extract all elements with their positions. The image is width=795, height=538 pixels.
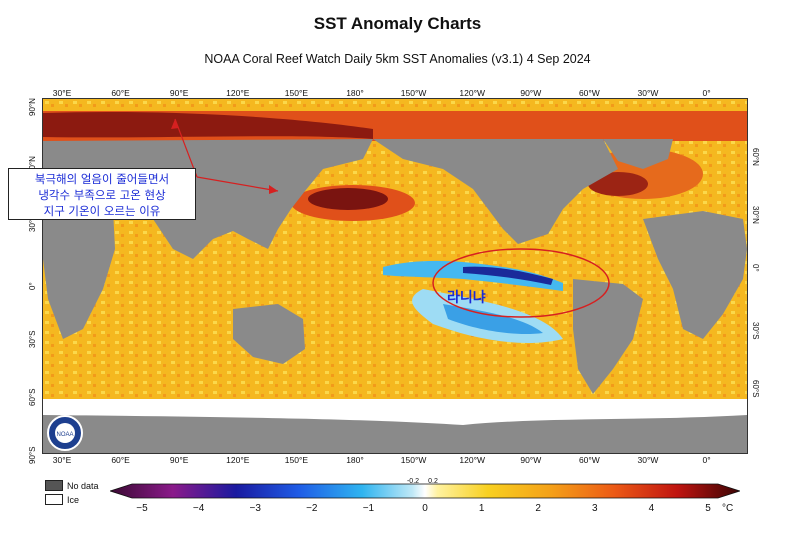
south-pacific-cold-patch [443, 304, 543, 335]
greenland-land [603, 139, 673, 169]
arctic-hot-region [43, 111, 373, 139]
longitude-label: 150°E [284, 455, 309, 465]
callout-arrow-arctic [174, 118, 198, 178]
callout-arrowhead-arctic [171, 119, 179, 129]
longitude-label: 120°W [459, 88, 485, 98]
longitude-label: 90°W [520, 88, 542, 98]
latitude-label-left: 90°N [28, 98, 37, 116]
latitude-label-right: 30°N [751, 206, 760, 224]
colorbar-tick-label: 3 [592, 503, 598, 514]
ice-swatch [45, 494, 63, 505]
colorbar-tick-label: 1 [478, 503, 485, 514]
callout-line-1: 북극해의 얼음이 줄어들면서 [34, 172, 170, 186]
longitude-label: 180° [346, 455, 364, 465]
colorbar-unit: °C [722, 503, 734, 514]
longitude-label: 0° [702, 455, 711, 465]
korean-callout-box: 북극해의 얼음이 줄어들면서 냉각수 부족으로 고온 현상 지구 기온이 오르는… [8, 168, 196, 220]
longitude-label: 90°E [169, 88, 189, 98]
longitude-label: 30°E [52, 88, 72, 98]
colorbar [110, 483, 740, 499]
latitude-label-left: 90°S [28, 446, 37, 464]
callout-arrowhead-pacific [269, 185, 278, 194]
latitude-label-left: 60°S [28, 388, 37, 406]
longitude-label: 120°W [459, 455, 485, 465]
longitude-label: 0° [702, 88, 711, 98]
north-america-land [373, 139, 618, 244]
colorbar-tick-label: 2 [535, 503, 541, 514]
latitude-label-right: 0° [751, 264, 760, 272]
colorbar-tick-label: −4 [192, 503, 205, 514]
ice-legend: Ice [45, 494, 79, 505]
sst-anomaly-map: NOAA [42, 98, 748, 454]
colorbar-minor-tick-neg: -0.2 [406, 478, 420, 485]
callout-arrow-pacific [196, 176, 279, 192]
longitude-label: 150°W [400, 455, 427, 465]
latitude-label-right: 60°N [751, 148, 760, 166]
longitude-label: 30°E [52, 455, 72, 465]
latitude-label-left: 30°S [28, 330, 37, 348]
africa-east-land [643, 211, 747, 339]
colorbar-tick-label: 0 [422, 503, 428, 514]
longitude-label: 60°W [578, 455, 600, 465]
no-data-label: No data [67, 480, 99, 491]
la-nina-highlight-ellipse [432, 248, 610, 318]
australia-land [233, 304, 305, 364]
longitude-label: 150°W [400, 88, 427, 98]
no-data-swatch [45, 480, 63, 491]
africa-west-land [43, 194, 115, 339]
la-nina-label: 라니냐 [447, 290, 486, 306]
longitude-label: 90°E [169, 455, 189, 465]
chart-subtitle: NOAA Coral Reef Watch Daily 5km SST Anom… [204, 52, 591, 66]
callout-line-2: 냉각수 부족으로 고온 현상 [38, 188, 166, 202]
north-pacific-hot-blob [308, 188, 388, 210]
longitude-label: 120°E [226, 455, 250, 465]
colorbar-tick-label: 5 [705, 503, 711, 514]
longitude-label: 120°E [226, 88, 250, 98]
equatorial-cold-tongue [383, 260, 563, 291]
colorbar-tick-label: 4 [648, 503, 655, 514]
north-atlantic-hot-spot [588, 172, 648, 196]
longitude-label: 60°W [578, 88, 600, 98]
chart-title: SST Anomaly Charts [313, 14, 482, 33]
ice-label: Ice [67, 494, 80, 505]
la-nina-core [463, 266, 553, 285]
longitude-label: 60°E [111, 88, 130, 98]
colorbar-bar [110, 483, 740, 499]
longitude-label: 30°W [637, 455, 659, 465]
longitude-label: 180° [346, 88, 364, 98]
antarctic-sea-ice [43, 399, 747, 425]
latitude-label-right: 60°S [751, 380, 760, 398]
colorbar-tick-label: −3 [249, 503, 261, 514]
longitude-label: 60°E [111, 455, 130, 465]
latitude-label-left: 0° [28, 282, 37, 290]
colorbar-tick-label: −1 [362, 503, 375, 514]
colorbar-tick-label: −5 [136, 503, 148, 514]
colorbar-minor-tick-pos: 0.2 [428, 478, 438, 485]
longitude-label: 150°E [284, 88, 309, 98]
colorbar-tick-label: −2 [306, 503, 318, 514]
map-svg: NOAA [43, 99, 747, 453]
latitude-label-right: 30°S [751, 322, 760, 340]
noaa-logo: NOAA [47, 415, 83, 451]
callout-line-3: 지구 기온이 오르는 이유 [43, 204, 161, 218]
south-america-land [573, 279, 643, 394]
longitude-label: 30°W [637, 88, 659, 98]
no-data-legend: No data [45, 480, 99, 491]
svg-text:NOAA: NOAA [56, 432, 73, 438]
longitude-label: 90°W [520, 455, 542, 465]
